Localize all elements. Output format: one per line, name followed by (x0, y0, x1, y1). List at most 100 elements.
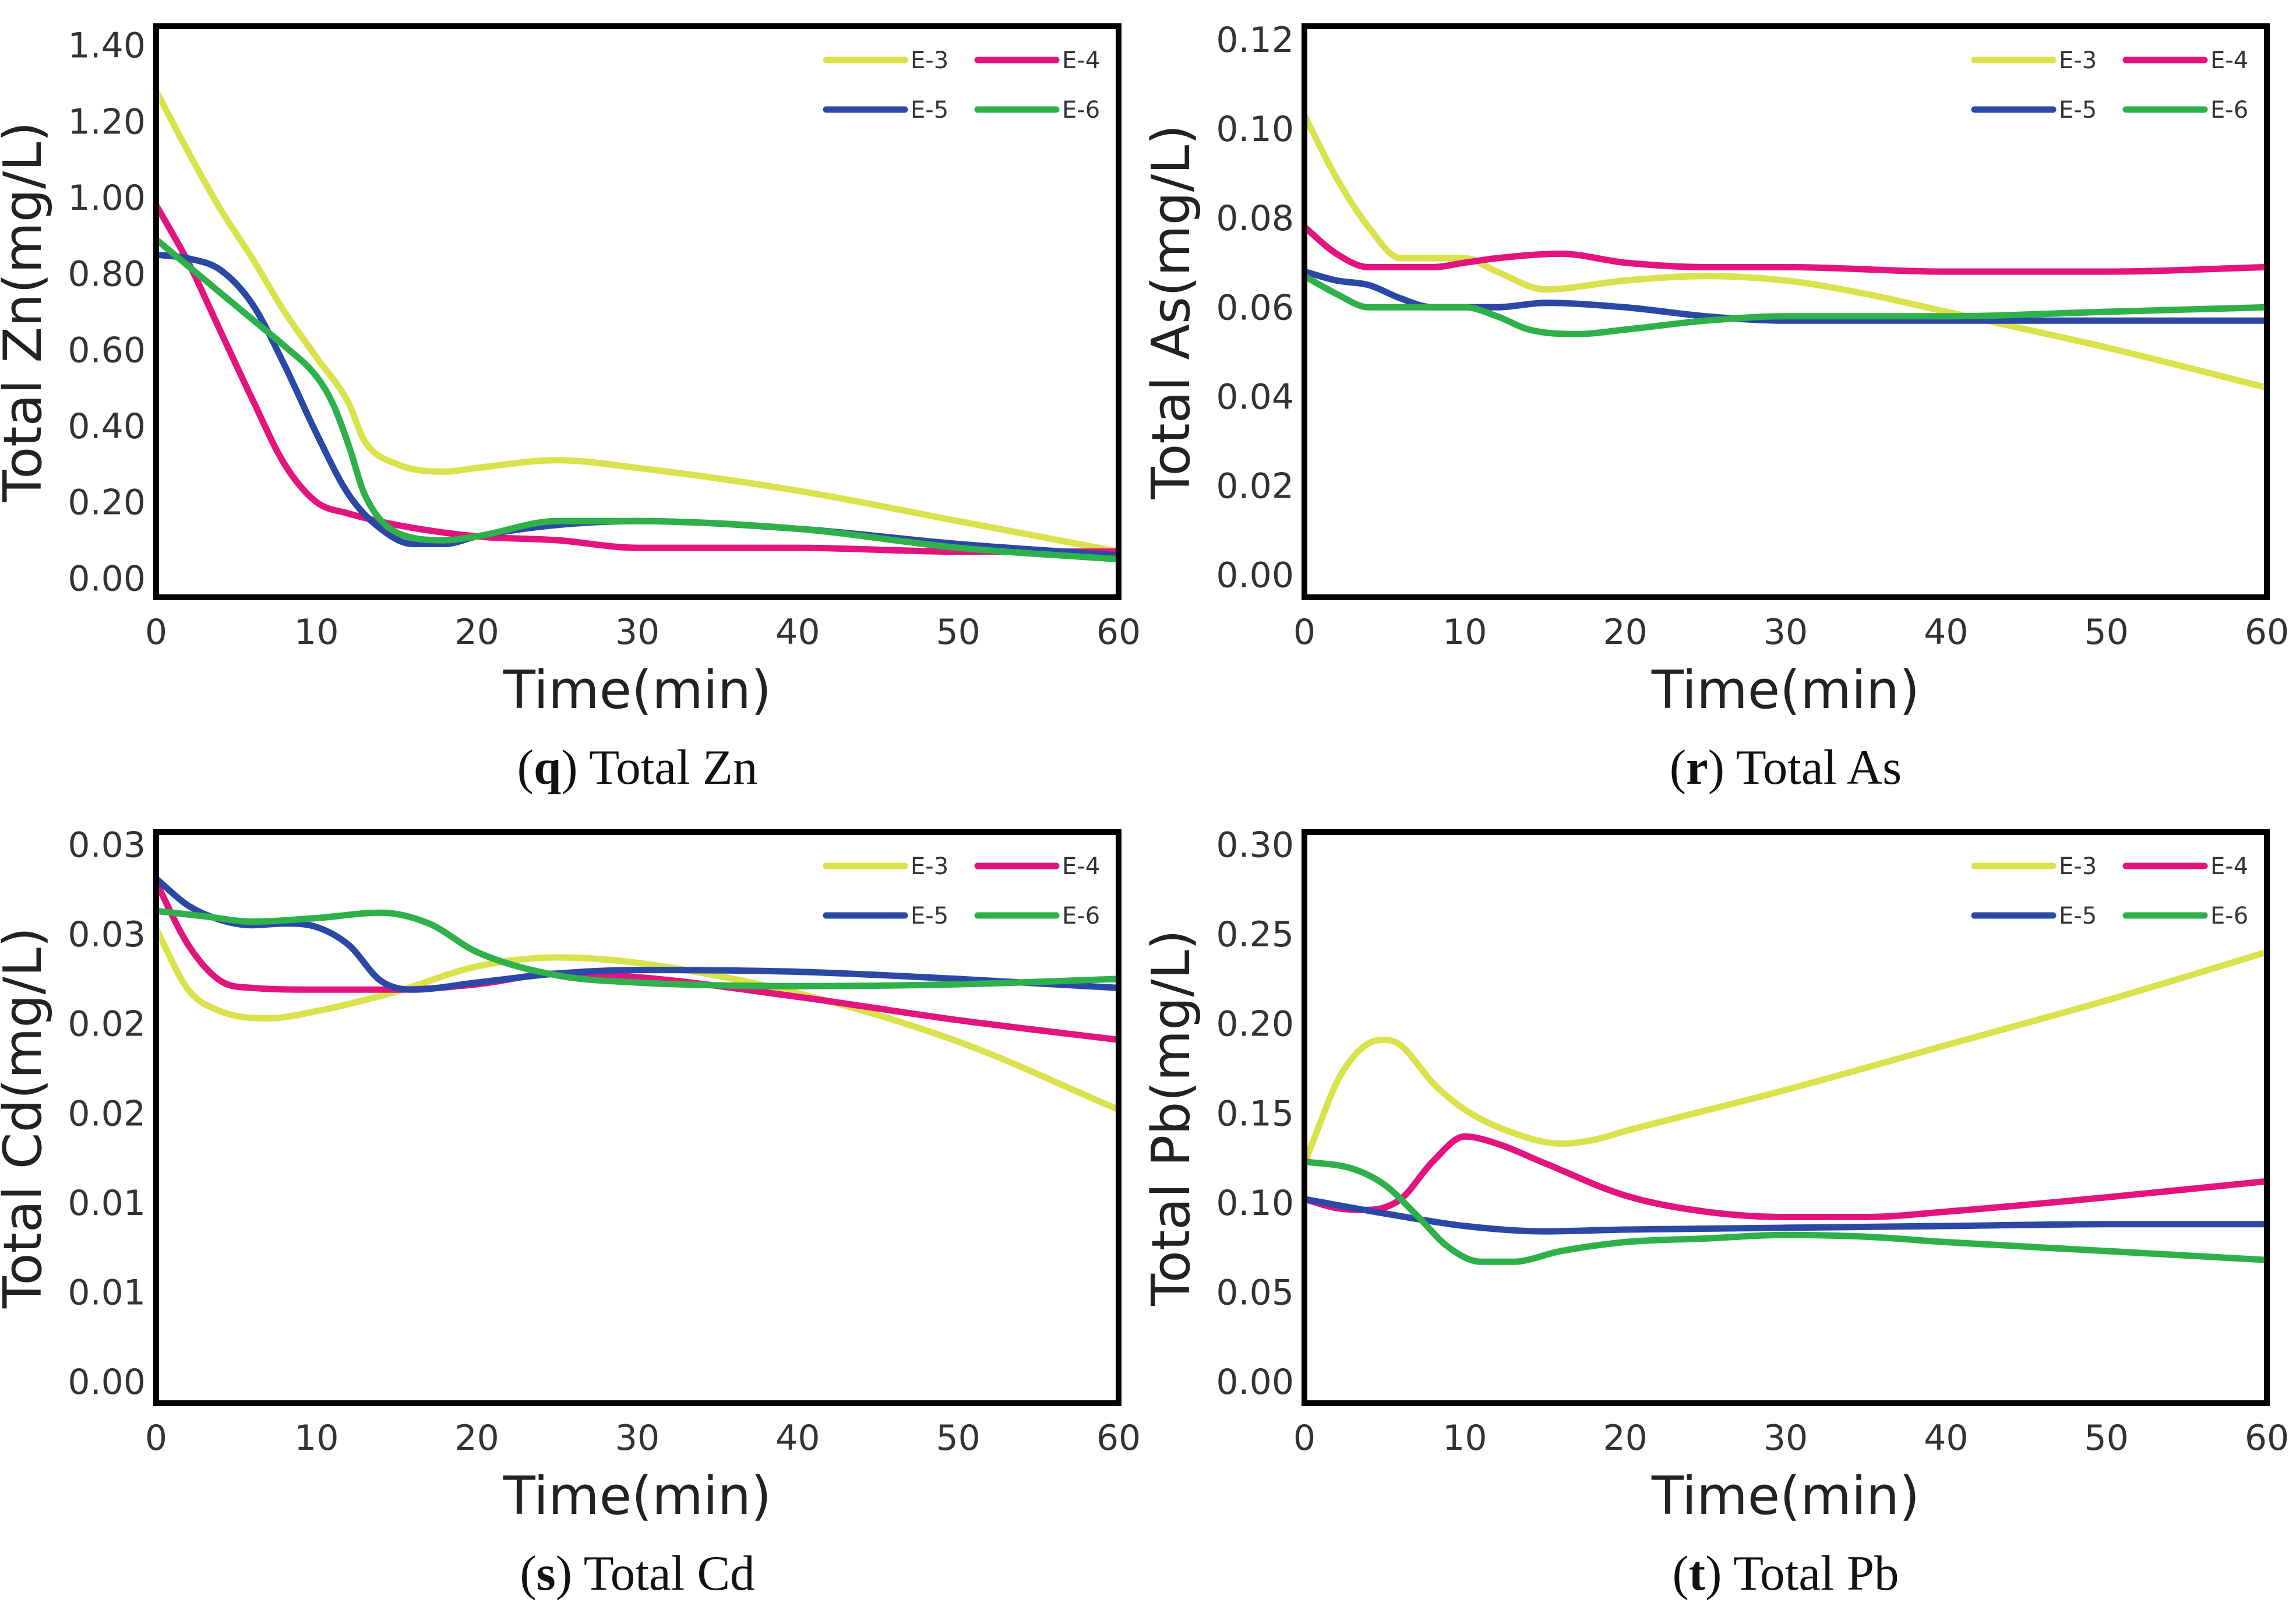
x-axis-label: Time(min) (1651, 1466, 1920, 1527)
y-tick-label: 0.60 (68, 330, 146, 371)
series-line-e-6 (1304, 273, 2267, 337)
x-tick-label: 0 (1293, 1418, 1315, 1459)
y-tick-label: 0.08 (1216, 198, 1294, 239)
caption-text: Total Pb (1722, 1546, 1899, 1601)
y-tick-label: 0.00 (1216, 1362, 1294, 1403)
x-tick-label: 30 (615, 612, 659, 653)
caption-letter: q (534, 740, 561, 795)
legend-label-e-3: E-3 (2059, 47, 2097, 74)
x-tick-label: 20 (454, 612, 499, 653)
caption-close: ) (1705, 1546, 1722, 1601)
y-tick-label: 1.40 (68, 26, 146, 66)
series-line-e-5 (1304, 268, 2267, 324)
y-tick-label: 0.02 (68, 1093, 146, 1134)
y-tick-label: 0.80 (68, 254, 146, 295)
plot-frame (153, 23, 1121, 600)
x-tick-label: 10 (1443, 612, 1487, 653)
x-tick-label: 30 (1764, 1418, 1808, 1459)
x-tick-label: 0 (1293, 612, 1315, 653)
y-tick-label: 0.03 (68, 914, 146, 955)
x-tick-label: 10 (294, 612, 338, 653)
series-line-e-6 (156, 907, 1119, 989)
caption-text: Total As (1724, 740, 1902, 795)
legend-label-e-5: E-5 (2059, 903, 2097, 929)
y-tick-label: 0.10 (1216, 109, 1294, 150)
y-tick-label: 1.00 (68, 178, 146, 219)
x-tick-label: 20 (1603, 1418, 1647, 1459)
series-group (156, 875, 1119, 1113)
x-tick-label: 20 (1603, 612, 1647, 653)
y-tick-label: 0.15 (1216, 1093, 1294, 1134)
chart-panel-r: 0 10 20 30 40 50 60 0.00 0.02 0.04 0.06 0.08 0.10 0.1… (1141, 20, 2289, 795)
series-line-e-6 (1304, 1158, 2267, 1265)
caption-text: Total Cd (572, 1546, 755, 1601)
chart-panel-s: 0 10 20 30 40 50 60 0.00 0.01 0.01 0.02 0.02 0.03 0.0… (0, 825, 1141, 1601)
legend-label-e-3: E-3 (2059, 853, 2097, 880)
caption-letter: s (537, 1546, 556, 1601)
series-line-e-5 (1304, 1196, 2267, 1235)
y-tick-label: 1.20 (68, 101, 146, 142)
x-axis-label: Time(min) (503, 660, 771, 721)
legend-label-e-4: E-4 (1062, 47, 1100, 74)
caption-close: ) (561, 740, 577, 795)
legend-label-e-3: E-3 (911, 853, 948, 880)
x-tick-label: 50 (936, 612, 980, 653)
caption-open: ( (1670, 740, 1686, 795)
caption-open: ( (1672, 1546, 1688, 1601)
legend: E-3 E-4 E-5 E-6 (823, 853, 1100, 929)
series-line-e-3 (1304, 112, 2267, 391)
x-tick-label: 10 (294, 1418, 338, 1459)
chart-panel-q: 0 10 20 30 40 50 60 0.00 0.20 0.40 0.60 0.80 1.00 1.2… (0, 23, 1141, 795)
series-line-e-3 (156, 87, 1119, 555)
caption-letter: r (1686, 740, 1708, 795)
x-axis-label: Time(min) (503, 1466, 771, 1527)
series-line-e-4 (1304, 224, 2267, 275)
legend-label-e-6: E-6 (1062, 97, 1100, 124)
chart-panel-t: 0 10 20 30 40 50 60 0.00 0.05 0.10 0.15 0.20 0.25 0.3… (1141, 825, 2289, 1601)
series-line-e-5 (156, 875, 1119, 993)
caption-close: ) (556, 1546, 572, 1601)
legend: E-3 E-4 E-5 E-6 (1971, 853, 2248, 929)
x-tick-label: 10 (1443, 1418, 1487, 1459)
series-line-e-4 (1304, 1133, 2267, 1221)
legend-label-e-5: E-5 (911, 97, 948, 124)
caption-letter: t (1689, 1546, 1705, 1601)
y-tick-label: 0.00 (1216, 555, 1294, 596)
x-tick-label: 0 (145, 1418, 167, 1459)
y-tick-label: 0.02 (1216, 466, 1294, 507)
legend-label-e-6: E-6 (1062, 903, 1100, 929)
y-tick-label: 0.20 (68, 482, 146, 523)
x-tick-label: 40 (1924, 1418, 1968, 1459)
legend-label-e-4: E-4 (2210, 47, 2248, 74)
y-tick-label: 0.03 (68, 825, 146, 866)
x-tick-label: 50 (2084, 612, 2128, 653)
x-tick-label: 30 (1764, 612, 1808, 653)
series-line-e-6 (156, 236, 1119, 563)
caption-open: ( (517, 740, 534, 795)
plot-frame (1302, 829, 2270, 1406)
y-tick-label: 0.00 (68, 1362, 146, 1403)
legend-label-e-5: E-5 (911, 903, 948, 929)
series-group (1304, 112, 2267, 391)
y-tick-label: 0.25 (1216, 914, 1294, 955)
panel-caption: (t) Total Pb (1672, 1546, 1899, 1601)
x-tick-label: 40 (1924, 612, 1968, 653)
y-tick-label: 0.06 (1216, 287, 1294, 328)
y-tick-label: 0.30 (1216, 825, 1294, 866)
x-tick-label: 50 (2084, 1418, 2128, 1459)
legend-label-e-4: E-4 (1062, 853, 1100, 880)
panel-caption: (s) Total Cd (520, 1546, 754, 1601)
y-tick-label: 0.20 (1216, 1004, 1294, 1045)
y-tick-label: 0.12 (1216, 20, 1294, 61)
legend-label-e-6: E-6 (2210, 903, 2248, 929)
caption-open: ( (520, 1546, 536, 1601)
x-tick-label: 60 (2245, 1418, 2289, 1459)
series-line-e-3 (1304, 949, 2267, 1167)
x-tick-label: 0 (145, 612, 167, 653)
x-tick-label: 50 (936, 1418, 980, 1459)
y-tick-label: 0.40 (68, 406, 146, 447)
caption-close: ) (1708, 740, 1724, 795)
y-tick-label: 0.02 (68, 1004, 146, 1045)
y-axis-label: Total Pb(mg/L) (1141, 929, 1202, 1306)
